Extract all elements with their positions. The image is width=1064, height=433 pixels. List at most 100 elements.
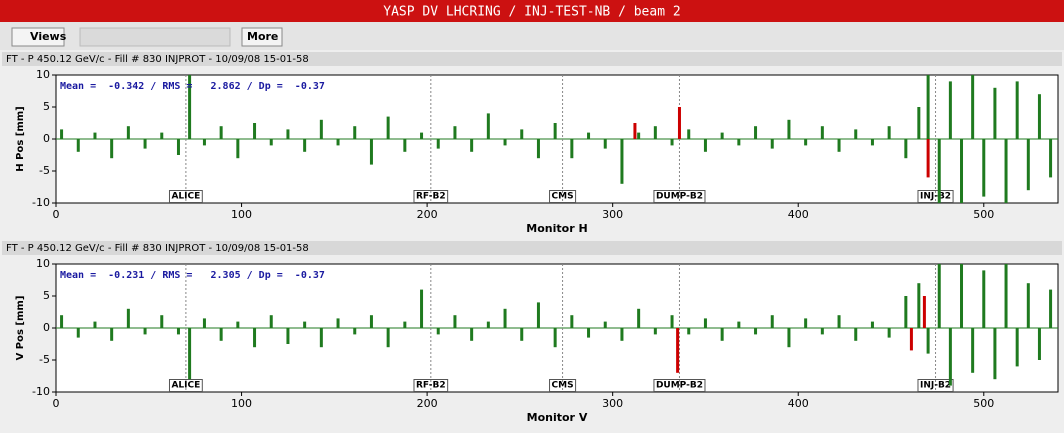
- bar: [703, 139, 707, 152]
- bar: [520, 129, 524, 139]
- bar: [303, 139, 307, 152]
- bar: [1015, 328, 1019, 367]
- stats-annotation: Mean = -0.231 / RMS = 2.305 / Dp = -0.37: [60, 270, 325, 281]
- bar: [917, 283, 921, 328]
- bar: [703, 318, 707, 328]
- y-tick-label: -5: [39, 164, 50, 177]
- marker-label: ALICE: [171, 381, 200, 391]
- marker-box: [168, 190, 203, 203]
- bar: [837, 139, 841, 152]
- bar: [160, 315, 164, 328]
- bar: [353, 328, 357, 335]
- bar: [971, 328, 975, 373]
- bar: [737, 321, 741, 328]
- bar: [470, 328, 474, 341]
- bar: [486, 113, 490, 139]
- bar: [319, 328, 323, 348]
- stats-annotation: Mean = -0.342 / RMS = 2.862 / Dp = -0.37: [60, 81, 325, 92]
- bar: [603, 321, 607, 328]
- bar: [982, 270, 986, 328]
- more-button[interactable]: [241, 27, 283, 47]
- x-tick-label: 200: [417, 397, 438, 410]
- bar: [369, 315, 373, 328]
- bar: [420, 289, 424, 328]
- bar: [887, 328, 891, 338]
- bar: [620, 139, 624, 184]
- panel-header: [2, 241, 1062, 255]
- x-axis-label: Monitor H: [526, 222, 587, 235]
- marker-label: CMS: [552, 192, 574, 202]
- bar: [603, 139, 607, 149]
- bar: [854, 129, 858, 139]
- bar: [687, 328, 691, 335]
- bar: [160, 132, 164, 139]
- y-tick-label: 0: [43, 321, 50, 334]
- bar: [670, 139, 674, 146]
- bar: [110, 328, 114, 341]
- marker-label: DUMP-B2: [656, 381, 703, 391]
- bar: [870, 321, 874, 328]
- bar: [870, 139, 874, 146]
- bar: [1004, 139, 1008, 203]
- bar: [353, 126, 357, 139]
- x-tick-label: 100: [231, 397, 252, 410]
- bar: [687, 129, 691, 139]
- bar: [637, 308, 641, 328]
- bar: [369, 139, 373, 165]
- bar: [253, 123, 257, 139]
- bar: [960, 139, 964, 203]
- bar: [76, 139, 80, 152]
- bar: [837, 315, 841, 328]
- bar: [637, 132, 641, 139]
- bar: [993, 328, 997, 380]
- bar: [286, 129, 290, 139]
- y-tick-label: 10: [36, 257, 50, 270]
- y-axis-label: V Pos [mm]: [15, 296, 26, 361]
- marker-label: RF-B2: [416, 192, 446, 202]
- bar: [236, 139, 240, 159]
- bar: [303, 321, 307, 328]
- bar: [633, 123, 637, 139]
- bar: [653, 328, 657, 335]
- bar: [143, 139, 147, 149]
- marker-label: INJ-B2: [920, 381, 951, 391]
- marker-label: RF-B2: [416, 381, 446, 391]
- x-tick-label: 300: [602, 208, 623, 221]
- bar: [926, 75, 930, 139]
- y-tick-label: -10: [32, 385, 50, 398]
- bar: [93, 132, 97, 139]
- views-button[interactable]: [11, 27, 65, 47]
- bar: [236, 321, 240, 328]
- bar: [126, 308, 130, 328]
- bar: [202, 318, 206, 328]
- bar: [904, 139, 908, 159]
- bar: [676, 328, 680, 373]
- bar: [386, 116, 390, 139]
- bar: [677, 107, 681, 139]
- bar: [587, 132, 591, 139]
- bar: [926, 139, 930, 178]
- marker-label: INJ-B2: [920, 192, 951, 202]
- bar: [720, 328, 724, 341]
- bar: [219, 126, 223, 139]
- marker-box: [917, 190, 954, 203]
- bar: [143, 328, 147, 335]
- bar: [854, 328, 858, 341]
- x-tick-label: 0: [53, 208, 60, 221]
- bar: [787, 119, 791, 139]
- marker-label: ALICE: [171, 192, 200, 202]
- bar: [1049, 289, 1053, 328]
- bar: [503, 139, 507, 146]
- bar: [993, 87, 997, 139]
- bar: [620, 328, 624, 341]
- bar: [269, 139, 273, 146]
- bar: [1037, 94, 1041, 139]
- bar: [926, 328, 930, 354]
- bar: [219, 328, 223, 341]
- tool-icons[interactable]: [79, 27, 231, 47]
- bar: [1037, 328, 1041, 360]
- bar: [570, 315, 574, 328]
- bar: [176, 328, 180, 335]
- bar: [60, 129, 64, 139]
